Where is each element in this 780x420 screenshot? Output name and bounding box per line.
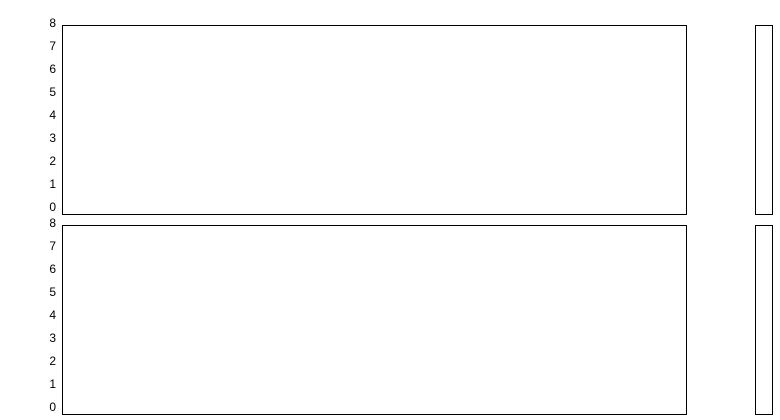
ytick-5-top: 5 <box>30 85 56 99</box>
ytick-0-top: 0 <box>30 200 56 214</box>
ytick-5-bottom: 5 <box>30 285 56 299</box>
ytick-4-bottom: 4 <box>30 308 56 322</box>
ytick-1-bottom: 1 <box>30 377 56 391</box>
colorbar-bottom <box>755 225 773 415</box>
ytick-8-top: 8 <box>30 16 56 30</box>
ytick-8-bottom: 8 <box>30 216 56 230</box>
plot-area-bottom <box>62 225 687 415</box>
ytick-3-top: 3 <box>30 131 56 145</box>
ytick-1-top: 1 <box>30 177 56 191</box>
ceilometer-dashboard: 8 7 6 5 4 3 2 1 0 8 7 6 5 <box>0 0 780 420</box>
ytick-6-bottom: 6 <box>30 262 56 276</box>
backscatter-heatmap-bottom <box>63 226 688 416</box>
ytick-2-top: 2 <box>30 154 56 168</box>
ytick-7-top: 7 <box>30 39 56 53</box>
colorbar-top <box>755 25 773 215</box>
ytick-2-bottom: 2 <box>30 354 56 368</box>
ytick-3-bottom: 3 <box>30 331 56 345</box>
ytick-7-bottom: 7 <box>30 239 56 253</box>
backscatter-heatmap-top <box>63 26 688 216</box>
ytick-0-bottom: 0 <box>30 400 56 414</box>
ytick-6-top: 6 <box>30 62 56 76</box>
ytick-4-top: 4 <box>30 108 56 122</box>
plot-area-top <box>62 25 687 215</box>
